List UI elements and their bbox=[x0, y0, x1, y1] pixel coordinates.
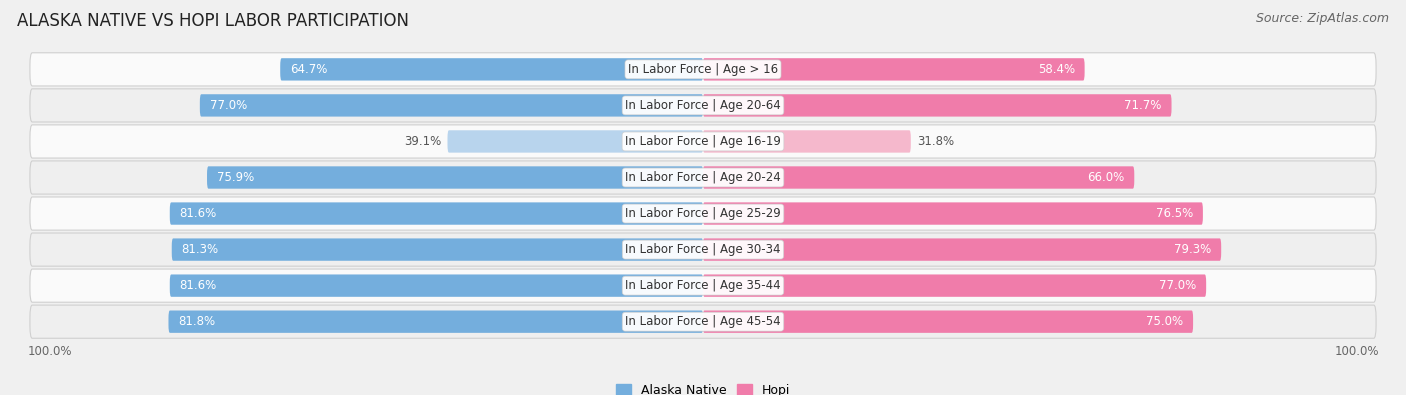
Text: 79.3%: 79.3% bbox=[1174, 243, 1212, 256]
Text: 64.7%: 64.7% bbox=[290, 63, 328, 76]
FancyBboxPatch shape bbox=[30, 89, 1376, 122]
FancyBboxPatch shape bbox=[30, 197, 1376, 230]
FancyBboxPatch shape bbox=[30, 125, 1376, 158]
Text: 71.7%: 71.7% bbox=[1125, 99, 1161, 112]
FancyBboxPatch shape bbox=[30, 269, 1376, 302]
Text: 81.3%: 81.3% bbox=[181, 243, 219, 256]
Text: In Labor Force | Age 20-24: In Labor Force | Age 20-24 bbox=[626, 171, 780, 184]
Text: Source: ZipAtlas.com: Source: ZipAtlas.com bbox=[1256, 12, 1389, 25]
FancyBboxPatch shape bbox=[169, 310, 703, 333]
Text: 81.6%: 81.6% bbox=[180, 279, 217, 292]
FancyBboxPatch shape bbox=[703, 202, 1204, 225]
Text: 39.1%: 39.1% bbox=[404, 135, 441, 148]
FancyBboxPatch shape bbox=[703, 166, 1135, 189]
Text: In Labor Force | Age 25-29: In Labor Force | Age 25-29 bbox=[626, 207, 780, 220]
Text: In Labor Force | Age 45-54: In Labor Force | Age 45-54 bbox=[626, 315, 780, 328]
Text: 75.9%: 75.9% bbox=[217, 171, 254, 184]
Text: In Labor Force | Age 30-34: In Labor Force | Age 30-34 bbox=[626, 243, 780, 256]
FancyBboxPatch shape bbox=[703, 275, 1206, 297]
Text: 81.8%: 81.8% bbox=[179, 315, 215, 328]
FancyBboxPatch shape bbox=[172, 239, 703, 261]
Text: 66.0%: 66.0% bbox=[1087, 171, 1125, 184]
Text: 58.4%: 58.4% bbox=[1038, 63, 1074, 76]
Text: 77.0%: 77.0% bbox=[1159, 279, 1197, 292]
FancyBboxPatch shape bbox=[703, 58, 1084, 81]
Text: In Labor Force | Age 20-64: In Labor Force | Age 20-64 bbox=[626, 99, 780, 112]
FancyBboxPatch shape bbox=[280, 58, 703, 81]
FancyBboxPatch shape bbox=[30, 161, 1376, 194]
FancyBboxPatch shape bbox=[703, 310, 1194, 333]
FancyBboxPatch shape bbox=[30, 233, 1376, 266]
FancyBboxPatch shape bbox=[200, 94, 703, 117]
FancyBboxPatch shape bbox=[170, 202, 703, 225]
FancyBboxPatch shape bbox=[703, 239, 1222, 261]
FancyBboxPatch shape bbox=[447, 130, 703, 152]
Text: 81.6%: 81.6% bbox=[180, 207, 217, 220]
FancyBboxPatch shape bbox=[170, 275, 703, 297]
Text: In Labor Force | Age 35-44: In Labor Force | Age 35-44 bbox=[626, 279, 780, 292]
Text: 77.0%: 77.0% bbox=[209, 99, 247, 112]
FancyBboxPatch shape bbox=[30, 53, 1376, 86]
Text: ALASKA NATIVE VS HOPI LABOR PARTICIPATION: ALASKA NATIVE VS HOPI LABOR PARTICIPATIO… bbox=[17, 12, 409, 30]
Text: In Labor Force | Age 16-19: In Labor Force | Age 16-19 bbox=[626, 135, 780, 148]
Text: In Labor Force | Age > 16: In Labor Force | Age > 16 bbox=[628, 63, 778, 76]
FancyBboxPatch shape bbox=[703, 94, 1171, 117]
FancyBboxPatch shape bbox=[207, 166, 703, 189]
FancyBboxPatch shape bbox=[703, 130, 911, 152]
FancyBboxPatch shape bbox=[30, 305, 1376, 338]
Text: 31.8%: 31.8% bbox=[917, 135, 955, 148]
Text: 76.5%: 76.5% bbox=[1156, 207, 1194, 220]
Text: 75.0%: 75.0% bbox=[1146, 315, 1184, 328]
Legend: Alaska Native, Hopi: Alaska Native, Hopi bbox=[616, 384, 790, 395]
